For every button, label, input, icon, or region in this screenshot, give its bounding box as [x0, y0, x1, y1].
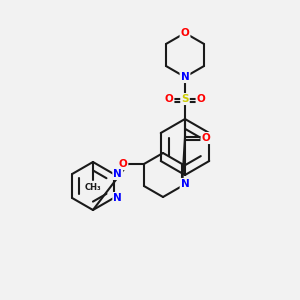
Text: CH₃: CH₃: [85, 182, 101, 191]
Text: O: O: [118, 159, 127, 169]
Text: S: S: [181, 94, 189, 104]
Text: N: N: [181, 179, 189, 189]
Text: N: N: [113, 193, 122, 203]
Text: N: N: [113, 169, 122, 179]
Text: O: O: [196, 94, 206, 104]
Text: O: O: [181, 28, 189, 38]
Text: O: O: [202, 133, 210, 143]
Text: N: N: [181, 72, 189, 82]
Text: O: O: [165, 94, 173, 104]
